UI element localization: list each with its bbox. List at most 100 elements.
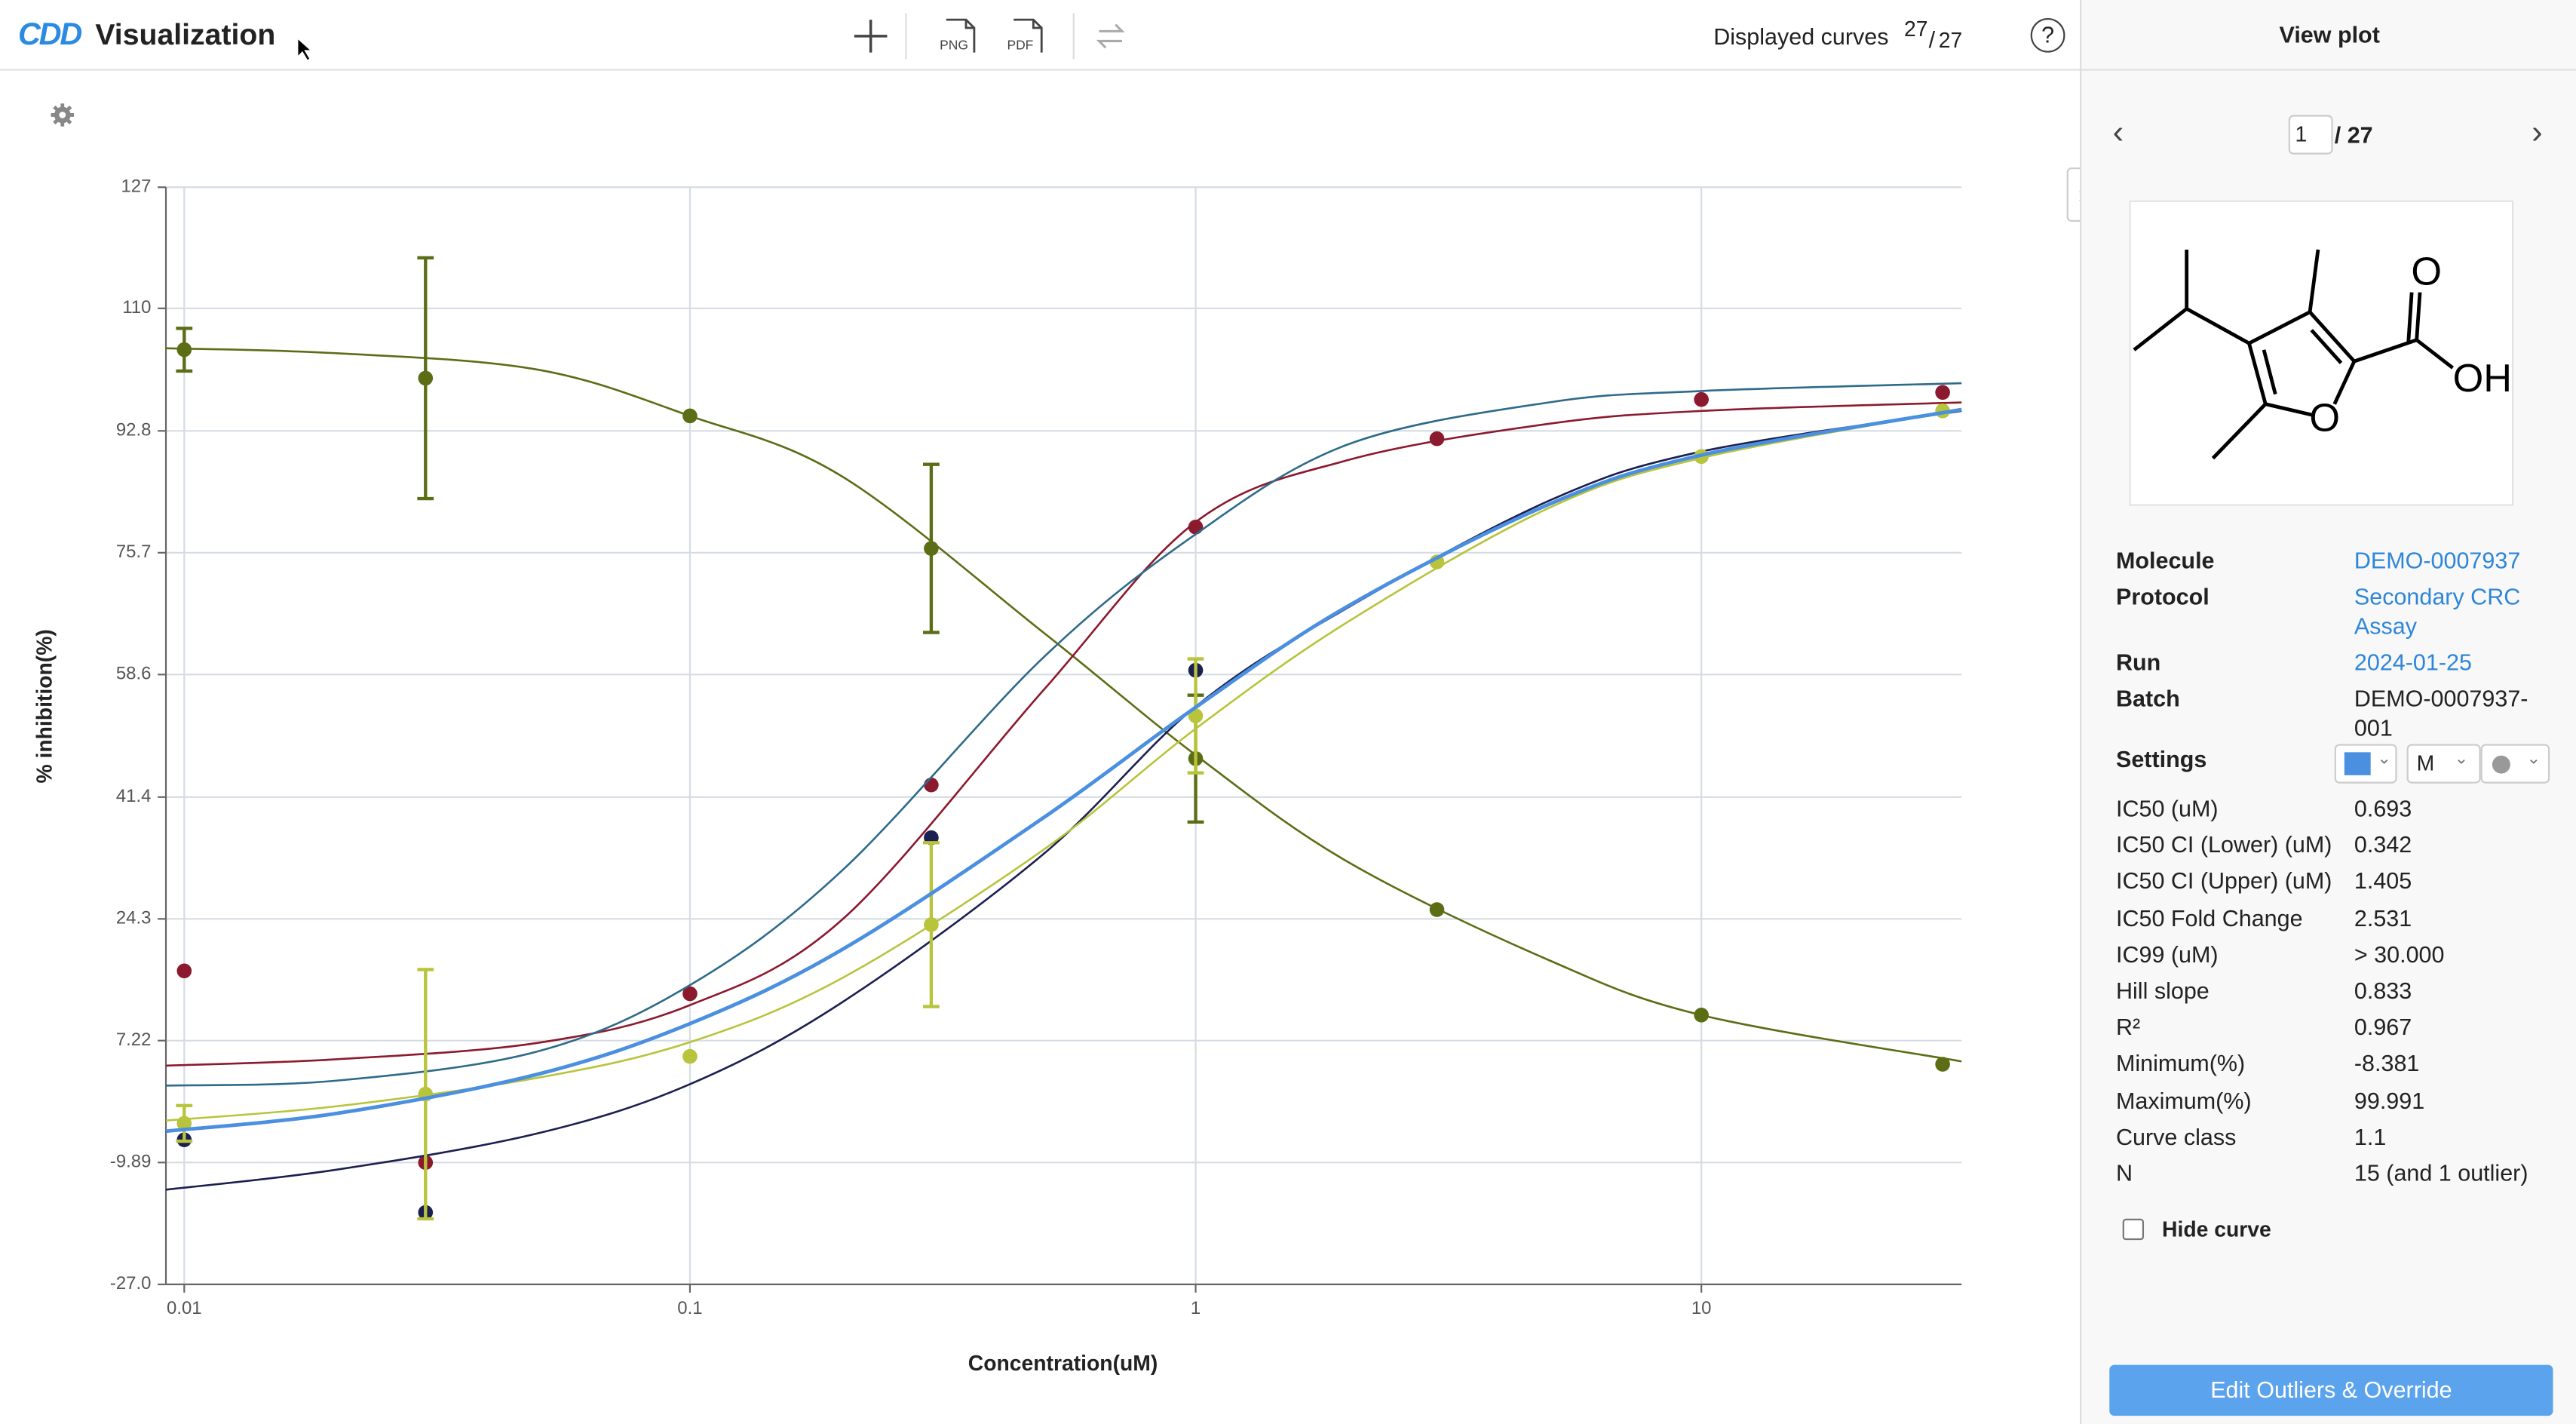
result-label: N xyxy=(2115,1159,2133,1186)
y-tick-label: 110 xyxy=(122,297,151,318)
pdf-label: PDF xyxy=(1007,38,1034,53)
displayed-label: Displayed curves xyxy=(1713,23,1889,50)
y-tick-label: 24.3 xyxy=(116,908,152,928)
chart: Concentration(uM) % inhibition(%) 127110… xyxy=(32,176,1962,1375)
y-tick-label: 75.7 xyxy=(116,542,152,562)
edit-button[interactable]: Edit Outliers & Override xyxy=(2109,1364,2553,1416)
data-point xyxy=(1188,520,1204,535)
result-value: 2.531 xyxy=(2354,904,2412,931)
atom: OH xyxy=(2453,357,2512,400)
y-tick-label: -27.0 xyxy=(110,1273,152,1294)
detail-label: Run xyxy=(2115,649,2161,676)
data-point xyxy=(418,370,434,386)
y-tick-label: 58.6 xyxy=(116,664,152,684)
page-total: / 27 xyxy=(2334,121,2373,148)
total-count: 27 xyxy=(1938,28,1963,53)
data-point xyxy=(1188,708,1204,723)
result-value: 1.1 xyxy=(2354,1123,2387,1149)
x-tick-label: 10 xyxy=(1691,1298,1712,1318)
png-icon[interactable] xyxy=(940,17,979,56)
result-label: Hill slope xyxy=(2115,977,2210,1004)
data-point xyxy=(1935,385,1950,400)
data-point xyxy=(924,777,939,793)
settings-gear[interactable] xyxy=(49,102,75,128)
result-value: 0.833 xyxy=(2354,977,2412,1004)
swap-button[interactable] xyxy=(1094,20,1127,53)
data-point xyxy=(682,986,698,1002)
y-tick-label: 41.4 xyxy=(116,786,152,806)
logo[interactable]: CDD xyxy=(17,17,82,53)
result-label: Minimum(%) xyxy=(2115,1050,2246,1077)
marker-select[interactable]: M ⌄ xyxy=(2406,744,2481,784)
result-value: 1.405 xyxy=(2354,867,2412,895)
pdf-icon[interactable] xyxy=(1007,17,1046,56)
data-point xyxy=(176,1116,192,1131)
result-value: 99.991 xyxy=(2354,1086,2425,1113)
atom: O xyxy=(2411,250,2442,293)
data-point xyxy=(924,541,939,556)
detail-label: Molecule xyxy=(2115,547,2215,573)
fit-curve xyxy=(165,347,1962,1063)
data-point xyxy=(176,342,192,358)
detail-value[interactable]: Secondary CRC Assay xyxy=(2354,583,2521,640)
result-label: Curve class xyxy=(2115,1123,2237,1149)
result-label: IC50 (uM) xyxy=(2115,794,2219,821)
x-axis-title: Concentration(uM) xyxy=(968,1351,1158,1375)
marker-value: M xyxy=(2416,750,2435,775)
result-value: > 30.000 xyxy=(2354,941,2445,968)
prev-button[interactable]: ‹ xyxy=(2112,115,2124,152)
png-label: PNG xyxy=(940,38,968,53)
settings-label: Settings xyxy=(2115,745,2207,772)
add-button[interactable] xyxy=(851,17,890,56)
result-label: IC50 Fold Change xyxy=(2115,904,2303,931)
data-point xyxy=(682,1048,698,1064)
result-value: 0.693 xyxy=(2354,794,2412,821)
fit-curve xyxy=(165,401,1962,1067)
fit-curve xyxy=(165,407,1962,1134)
detail-value[interactable]: 2024-01-25 xyxy=(2354,649,2472,676)
fit-curve xyxy=(165,408,1962,1122)
data-point xyxy=(176,963,192,979)
result-value: 15 (and 1 outlier) xyxy=(2354,1159,2528,1186)
result-label: IC99 (uM) xyxy=(2115,941,2219,968)
result-value: 0.342 xyxy=(2354,831,2412,858)
data-point xyxy=(1694,1008,1709,1023)
x-tick-label: 1 xyxy=(1191,1298,1201,1318)
divider xyxy=(905,13,907,60)
y-axis-title: % inhibition(%) xyxy=(32,629,56,783)
y-tick-label: 7.22 xyxy=(116,1030,152,1050)
atom: O xyxy=(2309,396,2340,440)
page-input[interactable]: 1 xyxy=(2288,115,2333,155)
result-label: IC50 CI (Upper) (uM) xyxy=(2115,867,2332,895)
x-tick-label: 0.01 xyxy=(167,1298,202,1318)
data-point xyxy=(1694,391,1709,407)
fit-curve xyxy=(165,382,1962,1087)
color-select[interactable]: ⌄ xyxy=(2334,744,2397,784)
fit-curve xyxy=(165,410,1962,1191)
hide-curve-checkbox[interactable] xyxy=(2122,1218,2145,1241)
data-point xyxy=(682,408,698,424)
data-point xyxy=(1429,902,1445,917)
app-name: Visualization xyxy=(95,17,276,51)
result-label: Maximum(%) xyxy=(2115,1086,2252,1113)
result-label: IC50 CI (Lower) (uM) xyxy=(2115,831,2332,858)
result-value: 0.967 xyxy=(2354,1013,2412,1040)
data-point xyxy=(924,917,939,932)
help-button[interactable]: ? xyxy=(2030,17,2065,53)
y-tick-label: 92.8 xyxy=(116,420,152,440)
y-tick-label: -9.89 xyxy=(110,1152,152,1172)
next-button[interactable]: › xyxy=(2532,115,2543,152)
detail-value[interactable]: DEMO-0007937 xyxy=(2354,547,2521,573)
detail-label: Protocol xyxy=(2115,583,2210,609)
hide-curve-label[interactable]: Hide curve xyxy=(2161,1217,2271,1242)
cursor xyxy=(296,35,314,62)
molecule-structure: O OH O xyxy=(2129,200,2514,506)
result-label: R² xyxy=(2115,1013,2141,1040)
detail-value: DEMO-0007937-001 xyxy=(2354,685,2528,741)
divider xyxy=(1072,13,1075,60)
x-tick-label: 0.1 xyxy=(677,1298,702,1318)
side-panel: View plot ‹ 1 / 27 › O OH O Molecule DEMO… xyxy=(2080,0,2576,1424)
panel-title: View plot xyxy=(2081,0,2576,71)
symbol-select[interactable]: ⌄ xyxy=(2480,744,2550,784)
